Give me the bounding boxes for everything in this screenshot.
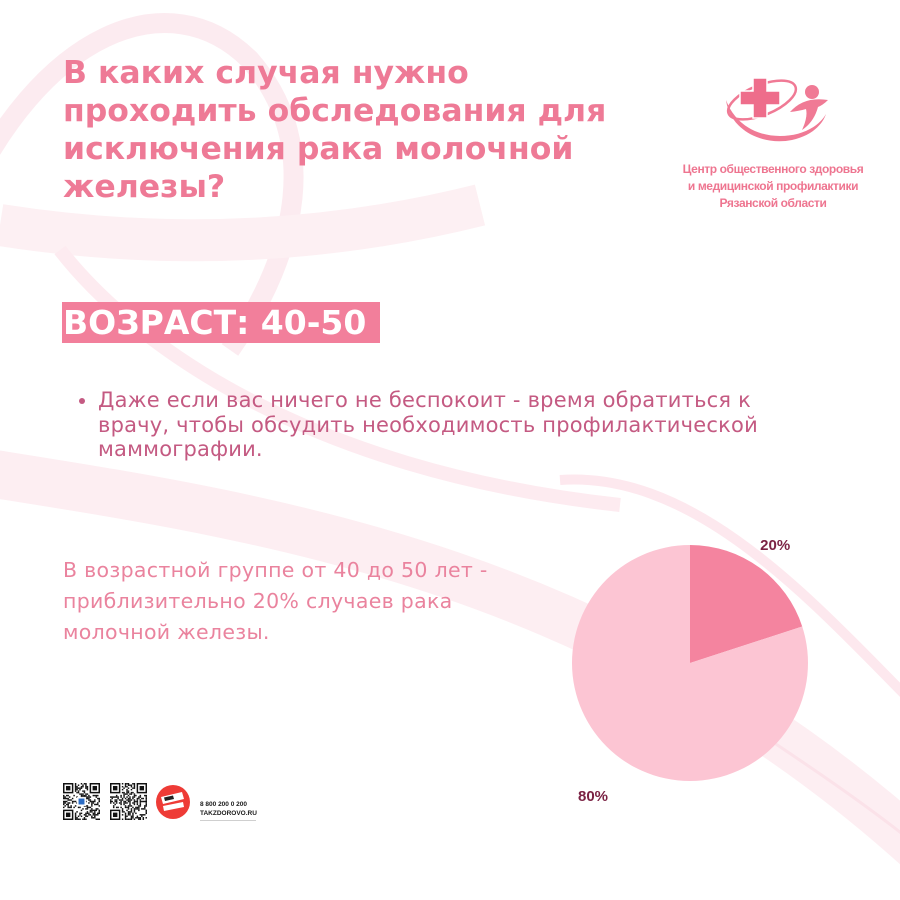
- pie-slice-20-percent: [690, 545, 803, 663]
- hotline-phone: 8 800 200 0 200: [200, 801, 247, 808]
- age-badge-label: ВОЗРАСТ: 40-50: [63, 303, 367, 342]
- footer-divider: [200, 820, 256, 821]
- org-line: Центр общественного здоровья: [682, 162, 864, 176]
- bullet-icon: [79, 398, 85, 404]
- tak-zdorovo-logo-icon: [156, 785, 190, 819]
- qr-code-icon: [63, 783, 100, 820]
- recommendation-text: Даже если вас ничего не беспокоит - врем…: [98, 388, 758, 462]
- qr-code-icon: [110, 783, 147, 820]
- recommendation-line: Даже если вас ничего не беспокоит - врем…: [98, 388, 751, 412]
- statistic-line: молочной железы.: [63, 620, 270, 644]
- website-url: TAKZDOROVO.RU: [200, 810, 257, 817]
- title-line: В каких случая нужно: [63, 55, 469, 91]
- pie-label-20-percent: 20%: [760, 537, 790, 554]
- statistic-line: В возрастной группе от 40 до 50 лет -: [63, 558, 488, 582]
- medical-cross-figure-logo-icon: [726, 77, 828, 142]
- organization-name: Центр общественного здоровья и медицинск…: [668, 161, 878, 212]
- statistic-text: В возрастной группе от 40 до 50 лет - пр…: [63, 555, 488, 648]
- title-line: железы?: [63, 169, 226, 205]
- recommendation-line: врачу, чтобы обсудить необходимость проф…: [98, 412, 758, 437]
- pie-chart: 20% 80%: [571, 537, 808, 805]
- org-line: и медицинской профилактики: [687, 179, 859, 193]
- pie-label-80-percent: 80%: [578, 788, 608, 805]
- page-title: В каких случая нужно проходить обследова…: [63, 54, 606, 206]
- org-line: Рязанской области: [719, 196, 827, 210]
- pie-slice-80-percent: [571, 545, 808, 781]
- statistic-line: приблизительно 20% случаев рака: [63, 589, 453, 613]
- age-badge: ВОЗРАСТ: 40-50: [62, 302, 380, 343]
- recommendation-line: маммографии.: [98, 437, 263, 461]
- title-line: исключения рака молочной: [63, 131, 574, 167]
- title-line: проходить обследования для: [63, 93, 607, 129]
